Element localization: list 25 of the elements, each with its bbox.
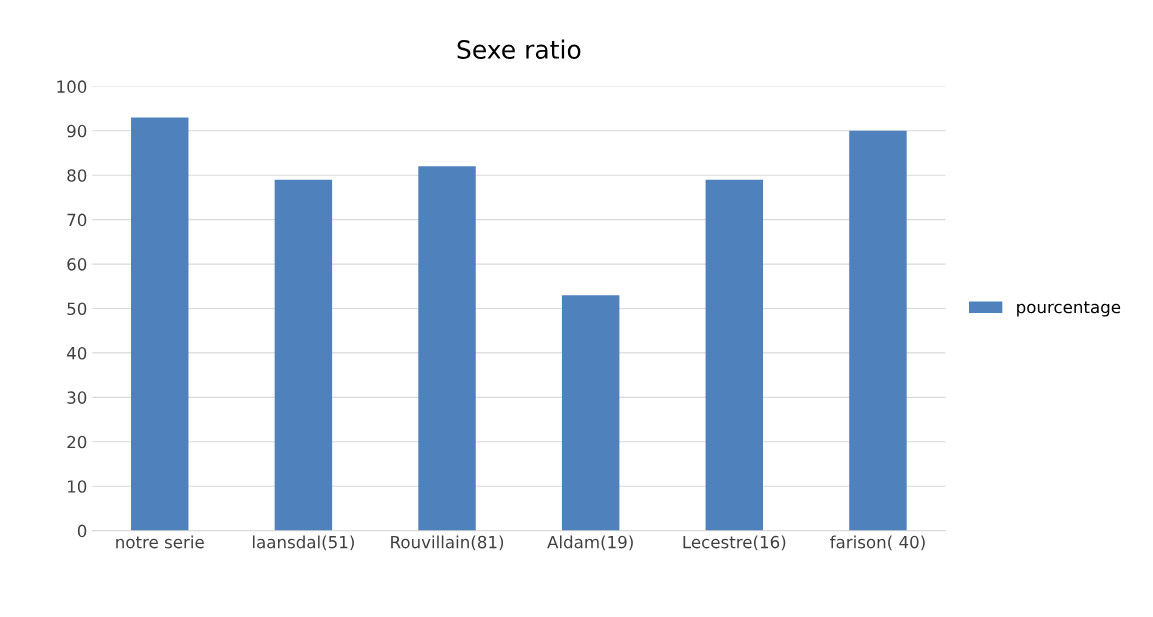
y-tick-label: 90	[67, 124, 87, 138]
bar	[274, 179, 333, 531]
y-tick-label: 100	[57, 80, 87, 93]
y-tick-label: 50	[67, 302, 87, 316]
bar	[705, 179, 764, 531]
y-tick-label: 60	[67, 258, 87, 271]
x-tick-label: Lecestre(16)	[683, 535, 786, 551]
x-tick-label: Rouvillain(81)	[391, 535, 504, 551]
bar	[849, 130, 907, 531]
chart-title: Sexe ratio	[457, 39, 581, 59]
x-tick-label: notre serie	[116, 535, 204, 549]
y-tick-label: 20	[67, 435, 87, 449]
y-tick-label: 40	[66, 346, 87, 360]
y-tick-label: 30	[67, 391, 87, 404]
x-tick-label: laansdal(51)	[252, 535, 354, 551]
x-tick-label: Aldam(19)	[547, 535, 633, 551]
y-tick-label: 10	[68, 480, 87, 493]
x-tick-label: farison( 40)	[830, 535, 925, 551]
bar	[418, 166, 476, 531]
legend-label: pourcentage	[1017, 301, 1121, 317]
bar	[131, 117, 189, 531]
y-tick-label: 80	[67, 169, 87, 182]
y-tick-label: 0	[77, 524, 87, 538]
y-tick-label: 70	[67, 213, 87, 227]
bar	[561, 295, 620, 531]
